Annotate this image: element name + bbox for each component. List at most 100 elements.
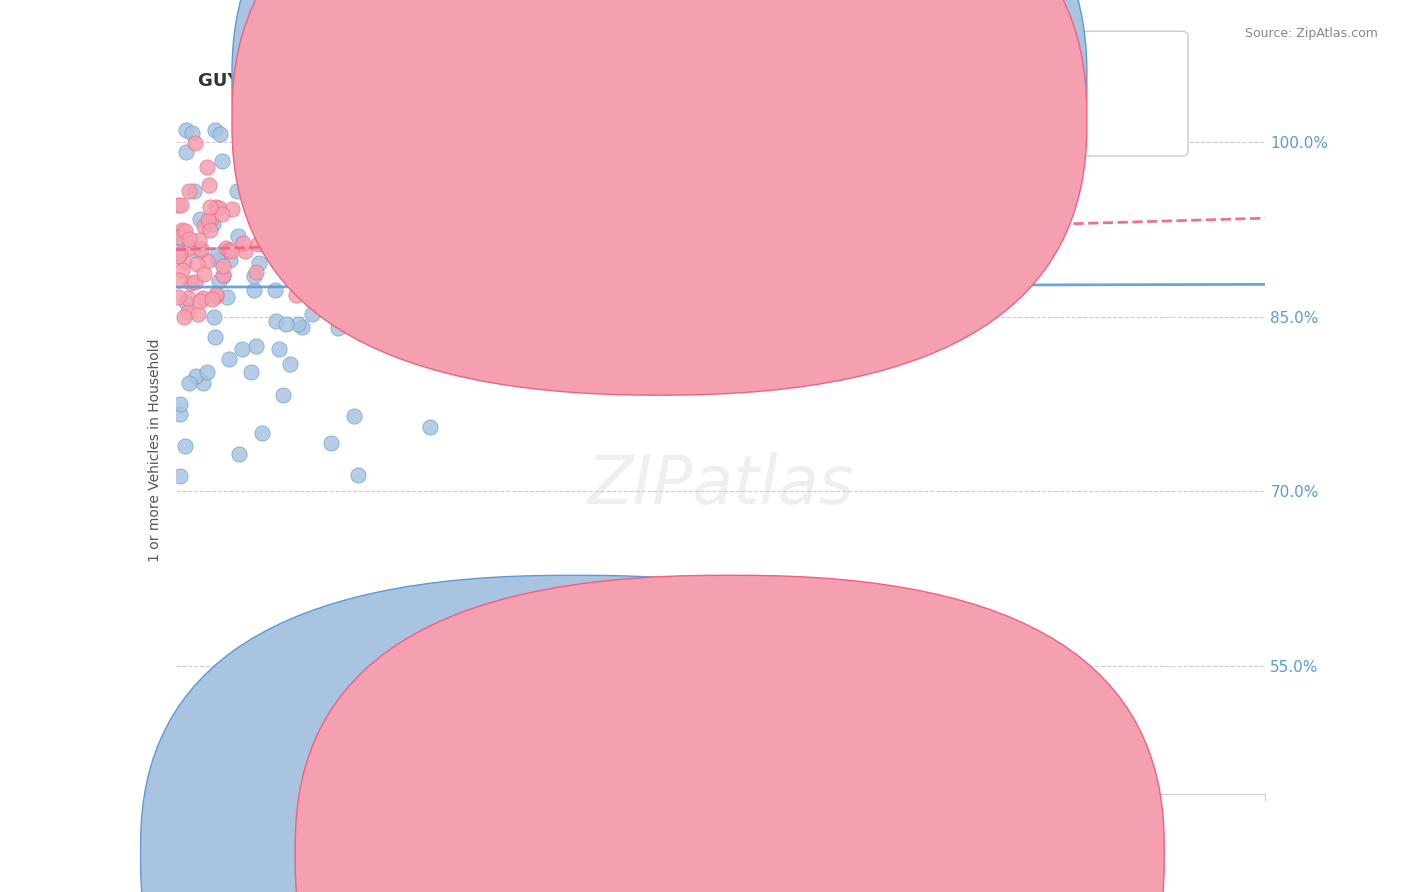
- Point: [187, 307, 209, 321]
- Point: [321, 436, 343, 450]
- Point: [273, 197, 295, 211]
- Point: [347, 467, 370, 482]
- Point: [188, 233, 211, 247]
- Point: [193, 219, 215, 234]
- Point: [218, 352, 240, 367]
- Point: [215, 241, 238, 255]
- Point: [180, 276, 202, 290]
- Point: [352, 272, 374, 286]
- Point: [256, 219, 278, 234]
- Point: [295, 196, 318, 211]
- Point: [197, 253, 219, 268]
- Point: [205, 200, 228, 214]
- Point: [179, 232, 201, 246]
- Point: [271, 388, 294, 402]
- Point: [325, 123, 347, 137]
- Point: [169, 231, 191, 245]
- Point: [280, 268, 302, 283]
- Point: [253, 237, 276, 252]
- Point: [267, 230, 290, 244]
- Point: [204, 287, 226, 301]
- Point: [425, 343, 447, 358]
- Point: [169, 469, 191, 483]
- Point: [309, 260, 332, 274]
- Point: [167, 249, 190, 263]
- Point: [318, 219, 340, 234]
- Point: [197, 178, 219, 192]
- Point: [291, 319, 314, 334]
- Point: [287, 221, 309, 235]
- Point: [252, 202, 274, 217]
- Point: [167, 229, 190, 244]
- Point: [250, 425, 273, 440]
- Point: [170, 228, 193, 243]
- Point: [197, 213, 219, 227]
- Point: [245, 265, 267, 279]
- Point: [284, 288, 307, 302]
- Text: N = 72: N = 72: [851, 116, 912, 134]
- Point: [291, 222, 314, 236]
- Point: [264, 283, 287, 297]
- Point: [228, 447, 250, 461]
- Point: [274, 123, 297, 137]
- Text: GUYANESE VS AFGHAN 1 OR MORE VEHICLES IN HOUSEHOLD CORRELATION CHART: GUYANESE VS AFGHAN 1 OR MORE VEHICLES IN…: [197, 72, 1035, 90]
- Point: [176, 145, 198, 159]
- Point: [188, 212, 211, 227]
- Point: [195, 365, 218, 379]
- Point: [208, 274, 231, 288]
- Point: [167, 273, 190, 287]
- Point: [169, 247, 191, 261]
- Point: [215, 290, 238, 304]
- Point: [243, 269, 266, 284]
- Y-axis label: 1 or more Vehicles in Household: 1 or more Vehicles in Household: [148, 339, 162, 562]
- Point: [212, 268, 235, 283]
- Point: [221, 202, 243, 216]
- Point: [239, 365, 262, 379]
- Point: [247, 237, 270, 252]
- Point: [262, 158, 284, 172]
- Point: [352, 274, 374, 288]
- Point: [191, 291, 214, 305]
- Point: [169, 235, 191, 249]
- Point: [218, 244, 240, 258]
- Point: [295, 248, 318, 262]
- Point: [188, 294, 211, 309]
- Point: [278, 357, 301, 371]
- Point: [322, 190, 344, 204]
- Point: [184, 136, 207, 150]
- Point: [267, 343, 290, 357]
- Point: [274, 317, 297, 331]
- Point: [288, 214, 311, 228]
- Point: [174, 295, 197, 310]
- Point: [211, 207, 233, 221]
- Point: [356, 308, 378, 322]
- Point: [287, 317, 309, 331]
- Point: [204, 289, 226, 303]
- Point: [643, 161, 665, 176]
- Point: [419, 420, 441, 434]
- Point: [250, 225, 273, 239]
- Text: N = 79: N = 79: [851, 76, 912, 94]
- Point: [357, 267, 380, 281]
- Point: [167, 198, 190, 212]
- Point: [172, 262, 194, 277]
- Point: [395, 269, 418, 284]
- Point: [315, 259, 337, 273]
- Text: R = -0.112: R = -0.112: [668, 76, 758, 94]
- Point: [177, 184, 200, 198]
- Point: [173, 310, 195, 324]
- Point: [385, 251, 408, 265]
- Point: [188, 244, 211, 259]
- Text: R = 0.252: R = 0.252: [668, 116, 759, 134]
- Point: [169, 396, 191, 410]
- Point: [245, 338, 267, 352]
- Point: [201, 292, 224, 306]
- Point: [200, 201, 222, 215]
- Point: [226, 229, 249, 244]
- Point: [212, 244, 235, 258]
- Point: [274, 247, 297, 261]
- Point: [202, 310, 225, 324]
- Point: [186, 257, 208, 271]
- Point: [271, 252, 294, 266]
- Point: [394, 249, 416, 263]
